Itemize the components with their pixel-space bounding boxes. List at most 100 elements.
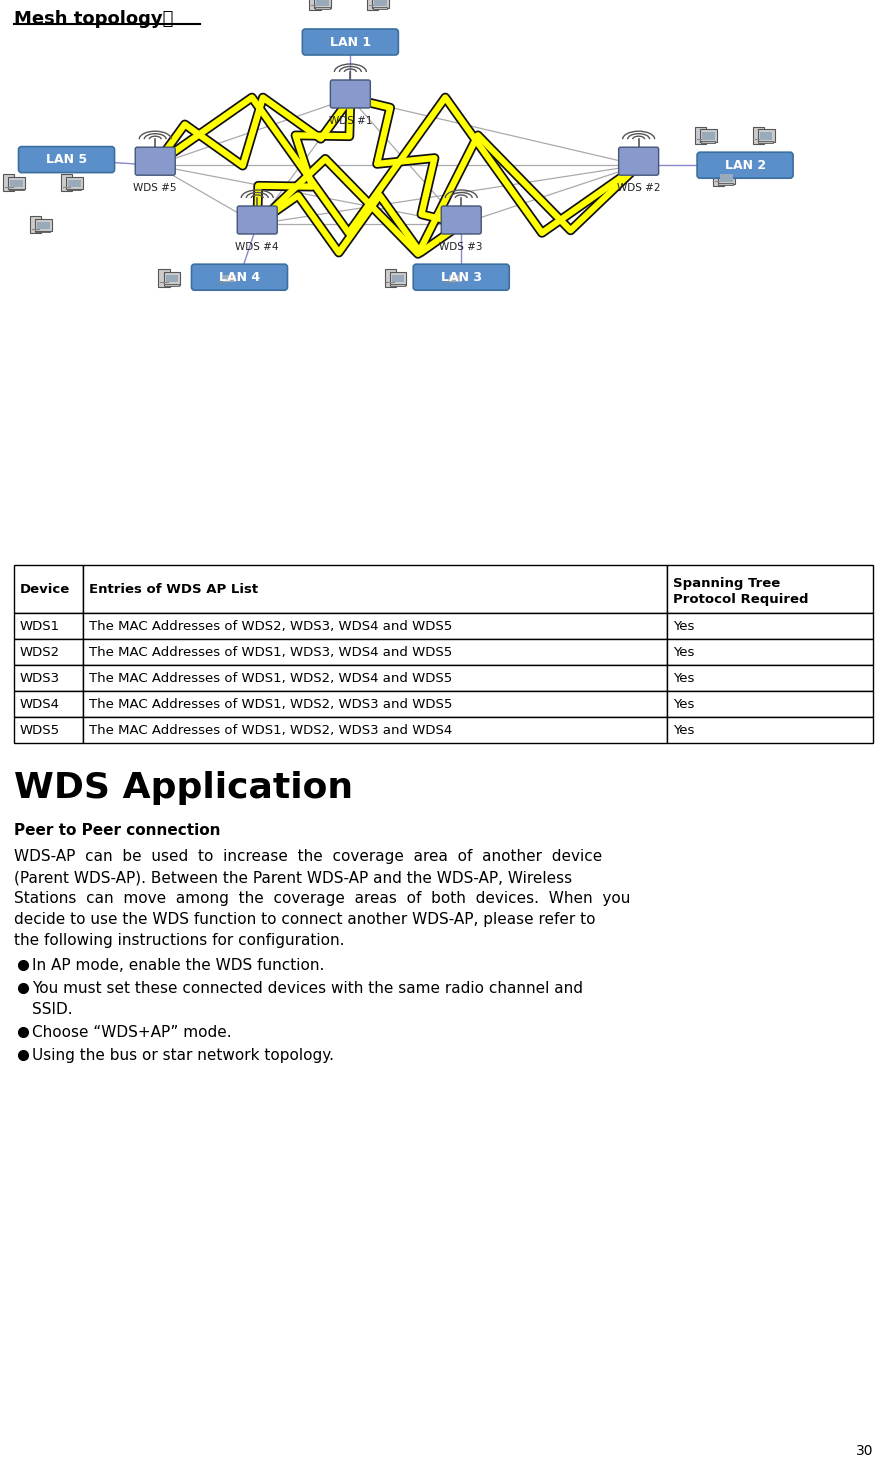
FancyBboxPatch shape xyxy=(372,7,387,9)
Text: WDS #2: WDS #2 xyxy=(616,184,660,193)
FancyBboxPatch shape xyxy=(19,147,114,172)
FancyBboxPatch shape xyxy=(164,284,179,285)
FancyBboxPatch shape xyxy=(61,174,72,191)
FancyBboxPatch shape xyxy=(30,216,41,234)
FancyBboxPatch shape xyxy=(9,188,24,190)
FancyBboxPatch shape xyxy=(166,275,178,282)
FancyBboxPatch shape xyxy=(316,0,329,6)
FancyBboxPatch shape xyxy=(702,132,714,140)
FancyBboxPatch shape xyxy=(442,269,453,287)
Text: WDS Application: WDS Application xyxy=(14,771,353,805)
Text: WDS #5: WDS #5 xyxy=(133,184,177,193)
FancyBboxPatch shape xyxy=(68,179,81,187)
Bar xyxy=(14,613,82,638)
FancyBboxPatch shape xyxy=(758,141,773,143)
FancyBboxPatch shape xyxy=(447,272,463,284)
Text: WDS3: WDS3 xyxy=(20,671,60,684)
Text: Entries of WDS AP List: Entries of WDS AP List xyxy=(89,583,258,596)
Bar xyxy=(14,691,82,716)
Text: Stations  can  move  among  the  coverage  areas  of  both  devices.  When  you: Stations can move among the coverage are… xyxy=(14,891,630,906)
Text: The MAC Addresses of WDS2, WDS3, WDS4 and WDS5: The MAC Addresses of WDS2, WDS3, WDS4 an… xyxy=(89,619,452,633)
Text: WDS1: WDS1 xyxy=(20,619,60,633)
FancyBboxPatch shape xyxy=(712,169,723,185)
FancyBboxPatch shape xyxy=(392,275,404,282)
Text: Mesh topology：: Mesh topology： xyxy=(14,10,173,28)
Text: Device: Device xyxy=(20,583,70,596)
Text: decide to use the WDS function to connect another WDS-AP, please refer to: decide to use the WDS function to connec… xyxy=(14,912,595,927)
FancyBboxPatch shape xyxy=(237,206,277,234)
Text: WDS #1: WDS #1 xyxy=(328,116,372,127)
FancyBboxPatch shape xyxy=(700,141,715,143)
Text: The MAC Addresses of WDS1, WDS3, WDS4 and WDS5: The MAC Addresses of WDS1, WDS3, WDS4 an… xyxy=(89,646,452,659)
Text: LAN 2: LAN 2 xyxy=(724,159,765,172)
FancyBboxPatch shape xyxy=(315,7,330,9)
FancyBboxPatch shape xyxy=(385,269,395,287)
Text: WDS2: WDS2 xyxy=(20,646,60,659)
Text: Yes: Yes xyxy=(672,724,694,737)
FancyBboxPatch shape xyxy=(309,0,320,10)
Bar xyxy=(82,691,666,716)
FancyBboxPatch shape xyxy=(371,0,388,7)
FancyBboxPatch shape xyxy=(759,132,772,140)
FancyBboxPatch shape xyxy=(223,275,236,282)
FancyBboxPatch shape xyxy=(367,0,377,10)
Bar xyxy=(14,638,82,665)
Text: Yes: Yes xyxy=(672,671,694,684)
Text: Yes: Yes xyxy=(672,697,694,710)
Text: The MAC Addresses of WDS1, WDS2, WDS3 and WDS5: The MAC Addresses of WDS1, WDS2, WDS3 an… xyxy=(89,697,452,710)
FancyBboxPatch shape xyxy=(314,0,330,7)
Text: WDS4: WDS4 xyxy=(20,697,60,710)
FancyBboxPatch shape xyxy=(66,177,82,190)
Bar xyxy=(666,665,872,691)
FancyBboxPatch shape xyxy=(718,182,733,185)
Bar xyxy=(82,565,666,613)
Text: WDS #3: WDS #3 xyxy=(439,243,483,252)
Bar xyxy=(82,613,666,638)
FancyBboxPatch shape xyxy=(216,269,227,287)
FancyBboxPatch shape xyxy=(413,265,509,290)
FancyBboxPatch shape xyxy=(4,174,14,191)
FancyBboxPatch shape xyxy=(191,265,287,290)
FancyBboxPatch shape xyxy=(447,284,462,285)
Bar xyxy=(82,665,666,691)
Text: LAN 4: LAN 4 xyxy=(219,271,260,284)
FancyBboxPatch shape xyxy=(35,219,51,231)
FancyBboxPatch shape xyxy=(159,269,169,287)
Bar xyxy=(666,691,872,716)
FancyBboxPatch shape xyxy=(752,127,763,144)
FancyBboxPatch shape xyxy=(389,272,406,284)
Bar xyxy=(14,565,82,613)
Text: Using the bus or star network topology.: Using the bus or star network topology. xyxy=(32,1047,334,1064)
Text: You must set these connected devices with the same radio channel and: You must set these connected devices wit… xyxy=(32,981,582,996)
Bar xyxy=(14,716,82,743)
Text: Choose “WDS+AP” mode.: Choose “WDS+AP” mode. xyxy=(32,1025,231,1040)
FancyBboxPatch shape xyxy=(222,284,237,285)
FancyBboxPatch shape xyxy=(440,206,481,234)
Text: LAN 1: LAN 1 xyxy=(330,35,370,49)
FancyBboxPatch shape xyxy=(374,0,386,6)
Text: (Parent WDS-AP). Between the Parent WDS-AP and the WDS-AP, Wireless: (Parent WDS-AP). Between the Parent WDS-… xyxy=(14,869,571,886)
Bar xyxy=(14,665,82,691)
FancyBboxPatch shape xyxy=(135,147,175,175)
Text: SSID.: SSID. xyxy=(32,1002,73,1016)
Text: Peer to Peer connection: Peer to Peer connection xyxy=(14,822,221,838)
Bar xyxy=(82,638,666,665)
FancyBboxPatch shape xyxy=(8,177,25,190)
Text: Spanning Tree: Spanning Tree xyxy=(672,577,779,590)
Text: The MAC Addresses of WDS1, WDS2, WDS4 and WDS5: The MAC Addresses of WDS1, WDS2, WDS4 an… xyxy=(89,671,452,684)
FancyBboxPatch shape xyxy=(37,222,50,229)
FancyBboxPatch shape xyxy=(163,272,180,284)
Bar xyxy=(666,716,872,743)
Text: The MAC Addresses of WDS1, WDS2, WDS3 and WDS4: The MAC Addresses of WDS1, WDS2, WDS3 an… xyxy=(89,724,452,737)
Text: LAN 3: LAN 3 xyxy=(440,271,481,284)
Text: the following instructions for configuration.: the following instructions for configura… xyxy=(14,933,344,947)
FancyBboxPatch shape xyxy=(719,174,732,181)
FancyBboxPatch shape xyxy=(757,129,773,141)
FancyBboxPatch shape xyxy=(717,171,734,184)
FancyBboxPatch shape xyxy=(221,272,237,284)
Bar xyxy=(666,565,872,613)
Bar xyxy=(666,613,872,638)
FancyBboxPatch shape xyxy=(11,179,23,187)
Text: LAN 5: LAN 5 xyxy=(46,153,87,166)
Bar xyxy=(666,638,872,665)
